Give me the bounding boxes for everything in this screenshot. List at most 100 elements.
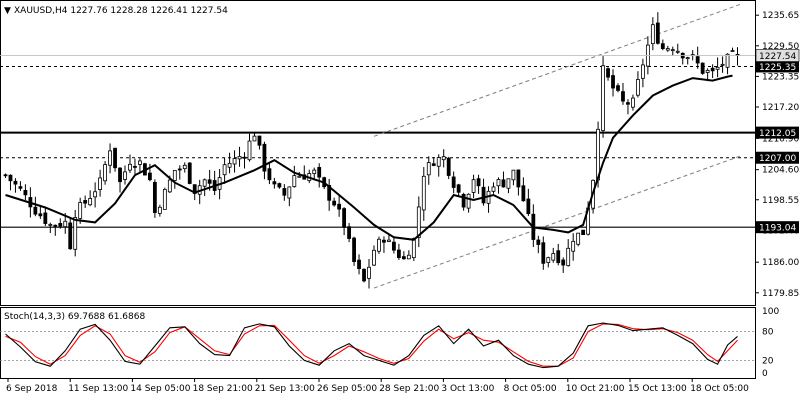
candle xyxy=(352,236,356,266)
candle-body xyxy=(725,53,730,68)
candle xyxy=(138,158,142,174)
candle xyxy=(8,174,13,191)
level-price-box[interactable] xyxy=(756,221,799,234)
candle xyxy=(43,208,48,227)
candle xyxy=(486,186,491,213)
candle-body xyxy=(372,249,376,266)
stoch-pane[interactable]: 80 20 100 0 xyxy=(0,307,779,379)
candle xyxy=(730,47,735,52)
candle-body xyxy=(720,63,725,66)
candle xyxy=(133,158,137,175)
candle xyxy=(411,237,416,261)
candle xyxy=(416,196,421,248)
candle xyxy=(372,245,376,267)
candle xyxy=(332,197,337,207)
candle-body xyxy=(252,135,257,142)
channel-lower-line[interactable] xyxy=(373,154,743,289)
candle xyxy=(58,218,63,229)
candle xyxy=(715,57,720,78)
candle-body xyxy=(521,185,526,202)
candle xyxy=(611,69,615,97)
candle-body xyxy=(317,167,322,178)
candle xyxy=(471,174,476,199)
candle-body xyxy=(446,157,451,176)
candle-body xyxy=(133,165,137,168)
candle-body xyxy=(551,253,556,261)
candle-body xyxy=(177,168,182,171)
candle-body xyxy=(312,169,317,174)
stoch-main-line[interactable] xyxy=(5,322,738,369)
candle-body xyxy=(297,175,302,178)
stoch-axis-label: 0 xyxy=(762,369,768,379)
candle-body xyxy=(650,24,655,45)
candle-body xyxy=(182,164,187,170)
channel-upper-line[interactable] xyxy=(373,3,743,137)
candle-body xyxy=(416,206,421,238)
candle xyxy=(396,243,401,260)
candle-body xyxy=(292,175,297,188)
candle-body xyxy=(421,175,426,211)
candle-body xyxy=(481,186,486,204)
candle-body xyxy=(526,198,531,214)
candle xyxy=(606,67,610,81)
candle-body xyxy=(113,147,117,169)
candle-body xyxy=(242,156,247,159)
candle xyxy=(257,135,262,150)
candle-body xyxy=(58,222,63,227)
candle-body xyxy=(571,240,576,252)
candle xyxy=(626,99,630,115)
candle xyxy=(202,178,207,197)
candle xyxy=(152,179,157,218)
candle-body xyxy=(118,167,122,183)
candle-body xyxy=(287,186,292,199)
candle-body xyxy=(257,135,262,146)
candle xyxy=(431,157,436,167)
candle-body xyxy=(78,202,83,219)
candle-body xyxy=(506,178,511,189)
candle-body xyxy=(282,188,287,196)
candle xyxy=(695,46,700,69)
candle-body xyxy=(148,172,152,181)
candle-body xyxy=(8,174,13,182)
candle-body xyxy=(108,150,112,166)
level-price-box[interactable] xyxy=(756,60,799,73)
candle xyxy=(551,247,556,263)
candle-body xyxy=(700,62,705,74)
candle xyxy=(242,152,247,169)
candle xyxy=(362,268,366,283)
time-tick-label: 21 Sep 13:00 xyxy=(255,384,315,394)
candle-body xyxy=(53,224,58,227)
candle-body xyxy=(157,206,162,214)
stoch-signal-line[interactable] xyxy=(5,323,738,367)
candle-body xyxy=(626,102,630,105)
candle-body xyxy=(511,169,516,181)
candle xyxy=(367,259,371,289)
candle-body xyxy=(466,193,471,209)
candle-body xyxy=(48,223,53,226)
candle xyxy=(436,154,441,177)
main-pane[interactable] xyxy=(0,0,756,306)
main-pane-frame xyxy=(0,0,756,306)
candle xyxy=(3,173,8,178)
level-price-box[interactable] xyxy=(756,126,799,139)
price-tick-label: 1198.55 xyxy=(762,196,799,206)
candle xyxy=(287,186,292,207)
candle xyxy=(601,56,605,138)
candle xyxy=(13,178,18,193)
candle-body xyxy=(13,180,18,185)
symbol-dropdown-arrow[interactable]: ▼ xyxy=(4,6,11,16)
moving-average-line[interactable] xyxy=(5,74,733,241)
candle-body xyxy=(636,79,640,96)
candle-body xyxy=(546,257,551,263)
candle-body xyxy=(367,266,371,279)
candle-body xyxy=(327,185,332,201)
candle-body xyxy=(655,22,660,44)
candle-body xyxy=(611,75,615,89)
level-price-box[interactable] xyxy=(756,151,799,164)
candle xyxy=(561,257,566,273)
candle xyxy=(501,171,506,188)
price-tick-label: 1223.35 xyxy=(762,72,799,82)
candle-body xyxy=(98,177,103,191)
candle-body xyxy=(152,181,157,213)
